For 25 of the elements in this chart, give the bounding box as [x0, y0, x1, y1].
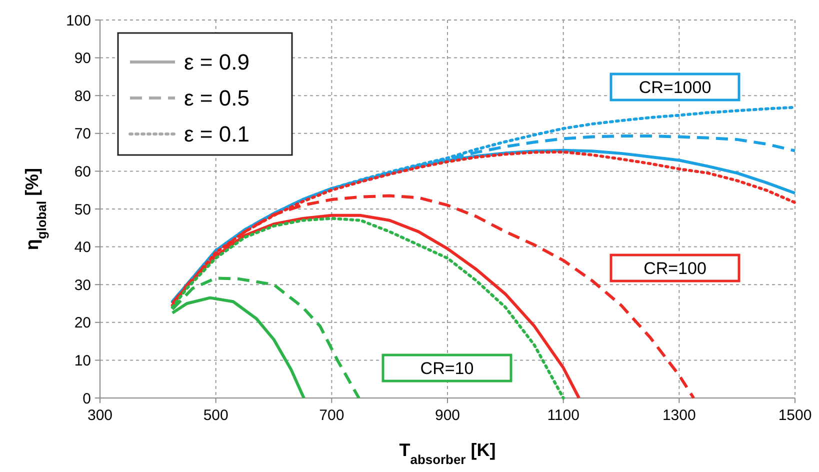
- annotation: ε = 0.9: [184, 50, 250, 75]
- x-tick-label: 1500: [778, 407, 812, 424]
- x-tick-label: 1300: [662, 407, 696, 424]
- annotation: CR=100: [644, 258, 706, 278]
- x-tick-label: 1100: [547, 407, 580, 424]
- x-tick-label: 700: [319, 407, 344, 424]
- x-axis-title: T$_{absorber}$ [K]: [399, 440, 496, 466]
- y-tick-label: 40: [74, 239, 91, 256]
- x-tick-label: 300: [87, 407, 113, 424]
- y-tick-label: 80: [74, 88, 91, 105]
- y-tick-label: 10: [74, 352, 91, 370]
- y-tick-label: 50: [74, 201, 91, 218]
- x-tick-label: 500: [203, 407, 228, 424]
- y-tick-label: 100: [66, 12, 91, 30]
- y-tick-label: 20: [74, 314, 91, 332]
- y-tick-label: 30: [74, 276, 91, 294]
- annotation: ε = 0.5: [184, 86, 250, 111]
- y-tick-label: 90: [74, 50, 91, 68]
- x-tick-label: 900: [434, 407, 460, 424]
- annotation: CR=10: [420, 358, 474, 378]
- annotation: ε = 0.1: [184, 122, 250, 147]
- y-tick-label: 70: [74, 126, 91, 143]
- annotation: CR=1000: [638, 78, 712, 97]
- y-tick-label: 0: [82, 390, 91, 408]
- y-tick-label: 60: [74, 163, 91, 180]
